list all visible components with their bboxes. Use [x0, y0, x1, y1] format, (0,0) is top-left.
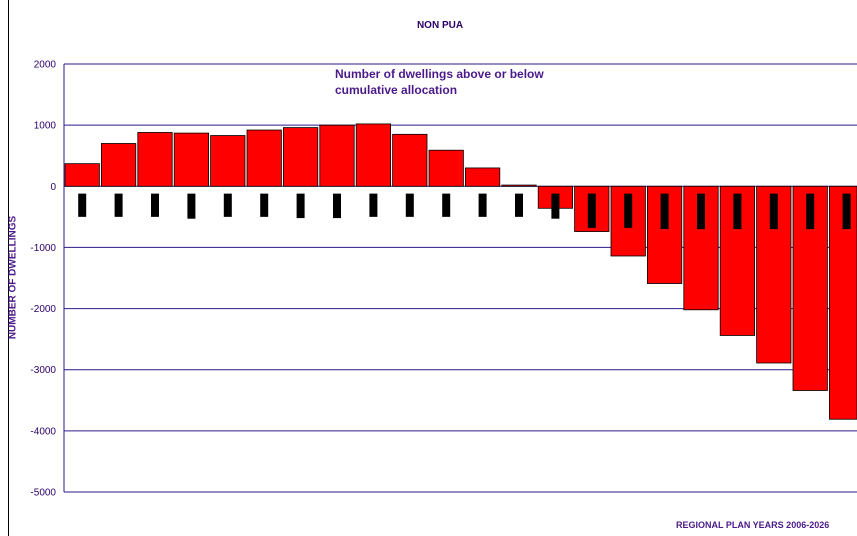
bar-red-6 — [282, 127, 319, 187]
bar-black-19 — [769, 193, 778, 230]
bar-red-10 — [428, 149, 464, 187]
bar-red-4 — [210, 135, 246, 187]
bar-black-5 — [260, 193, 269, 217]
bar-black-7 — [333, 193, 341, 219]
y-tick-label: -5000 — [30, 488, 56, 499]
bar-red-2 — [137, 132, 173, 187]
bar-red-8 — [355, 123, 392, 187]
bar-black-3 — [187, 193, 196, 219]
annotation-line-1: Number of dwellings above or below — [335, 67, 544, 81]
y-tick-label: -3000 — [30, 365, 56, 376]
y-tick-label: 2000 — [34, 60, 57, 71]
bar-red-7 — [319, 124, 355, 187]
bar-black-18 — [733, 193, 742, 230]
annotation-line-2: cumulative allocation — [335, 83, 458, 97]
chart-frame — [8, 0, 857, 536]
x-axis-label: REGIONAL PLAN YEARS 2006-2026 — [676, 520, 830, 530]
bar-black-21 — [842, 193, 851, 230]
bar-black-14 — [587, 193, 596, 228]
bar-black-16 — [660, 193, 669, 230]
bar-black-12 — [515, 193, 523, 217]
bar-red-0 — [64, 163, 100, 187]
bar-black-17 — [697, 193, 705, 230]
y-tick-label: -4000 — [30, 426, 56, 437]
bar-red-12 — [501, 184, 537, 187]
bar-black-8 — [369, 193, 378, 217]
bar-red-9 — [392, 133, 428, 187]
bar-red-11 — [464, 167, 501, 187]
bar-black-6 — [296, 193, 305, 219]
y-tick-label: -1000 — [30, 243, 56, 254]
bar-black-11 — [478, 193, 487, 217]
bar-red-3 — [173, 132, 209, 187]
chart-title: NON PUA — [416, 20, 464, 31]
y-tick-label: 0 — [50, 182, 56, 193]
bar-black-4 — [223, 193, 232, 217]
bar-black-13 — [551, 193, 560, 219]
y-tick-label: -2000 — [30, 304, 56, 315]
bar-black-9 — [405, 193, 414, 217]
chart-annotation: Number of dwellings above or below cumul… — [335, 66, 544, 98]
y-axis-label: NUMBER OF DWELLINGS — [7, 215, 19, 340]
bar-red-5 — [246, 129, 282, 187]
bar-black-2 — [151, 193, 159, 217]
y-tick-label: 1000 — [34, 121, 57, 132]
bar-black-10 — [442, 193, 451, 217]
bar-black-0 — [78, 193, 87, 217]
bar-black-1 — [114, 193, 123, 217]
bar-red-1 — [101, 143, 137, 187]
bar-black-20 — [806, 193, 815, 230]
bar-black-15 — [624, 193, 633, 228]
